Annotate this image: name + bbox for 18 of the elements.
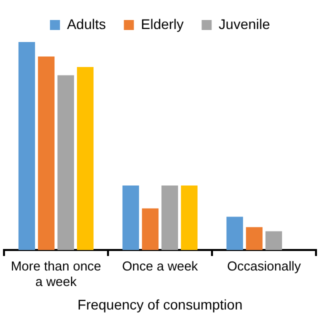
bar [265, 231, 282, 250]
bar [246, 227, 263, 250]
bar [122, 186, 140, 250]
bar [38, 56, 55, 250]
bar [57, 75, 74, 250]
bar [180, 186, 198, 250]
x-tick-label: Occasionally [227, 258, 302, 274]
bar [18, 42, 36, 250]
bar [226, 216, 244, 250]
legend-label: Elderly [140, 16, 184, 32]
bar [142, 208, 159, 250]
legend-label: Adults [66, 16, 106, 32]
x-axis-title: Frequency of consumption [78, 296, 242, 312]
x-tick-label: More than once a week [10, 258, 102, 289]
x-tick-label: Once a week [122, 258, 198, 274]
legend-label: Juvenile [218, 16, 270, 32]
bar [76, 66, 94, 250]
bar [161, 186, 178, 250]
